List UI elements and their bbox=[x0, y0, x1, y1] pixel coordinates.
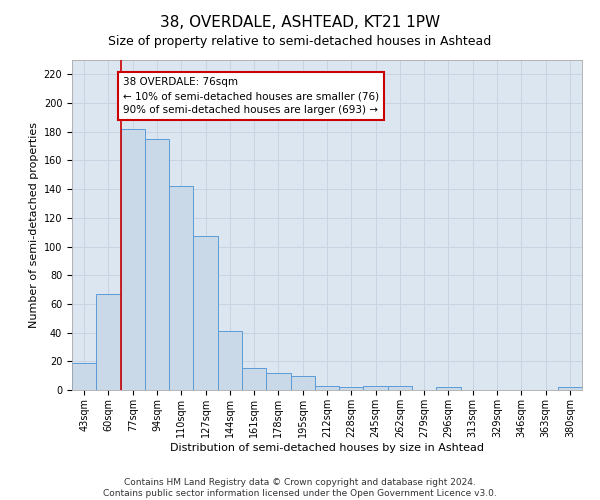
Bar bbox=[315, 386, 339, 390]
Bar bbox=[145, 139, 169, 390]
Text: 38 OVERDALE: 76sqm
← 10% of semi-detached houses are smaller (76)
90% of semi-de: 38 OVERDALE: 76sqm ← 10% of semi-detache… bbox=[123, 77, 379, 115]
Bar bbox=[266, 373, 290, 390]
Bar bbox=[96, 294, 121, 390]
Text: Size of property relative to semi-detached houses in Ashtead: Size of property relative to semi-detach… bbox=[109, 35, 491, 48]
X-axis label: Distribution of semi-detached houses by size in Ashtead: Distribution of semi-detached houses by … bbox=[170, 442, 484, 452]
Bar bbox=[169, 186, 193, 390]
Bar bbox=[339, 387, 364, 390]
Bar bbox=[364, 386, 388, 390]
Bar bbox=[218, 331, 242, 390]
Bar bbox=[242, 368, 266, 390]
Bar bbox=[193, 236, 218, 390]
Bar bbox=[388, 386, 412, 390]
Bar bbox=[72, 362, 96, 390]
Text: Contains HM Land Registry data © Crown copyright and database right 2024.
Contai: Contains HM Land Registry data © Crown c… bbox=[103, 478, 497, 498]
Bar bbox=[121, 129, 145, 390]
Text: 38, OVERDALE, ASHTEAD, KT21 1PW: 38, OVERDALE, ASHTEAD, KT21 1PW bbox=[160, 15, 440, 30]
Bar bbox=[290, 376, 315, 390]
Bar bbox=[436, 387, 461, 390]
Bar bbox=[558, 387, 582, 390]
Y-axis label: Number of semi-detached properties: Number of semi-detached properties bbox=[29, 122, 40, 328]
